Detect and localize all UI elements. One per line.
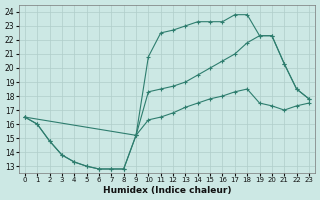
X-axis label: Humidex (Indice chaleur): Humidex (Indice chaleur)	[103, 186, 231, 195]
